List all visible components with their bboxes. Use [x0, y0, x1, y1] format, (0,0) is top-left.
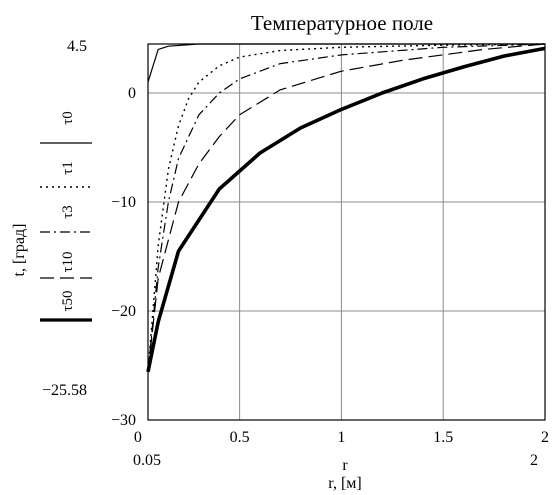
chart-title: Температурное поле	[251, 11, 433, 35]
data-lines	[146, 43, 546, 373]
x-tick-label: 2	[541, 429, 549, 446]
series-line-4	[146, 46, 546, 373]
y-tick-label: −20	[111, 303, 136, 320]
x-limit-max-label: 2	[530, 452, 538, 469]
x-tick-label: 1	[337, 429, 345, 446]
y-tick-label: −30	[111, 412, 136, 429]
x-variable-label: r	[342, 457, 348, 474]
x-axis-label: r, [м]	[328, 475, 361, 492]
legend-label: τ50	[60, 290, 76, 311]
y-limit-min-label: −25.58	[42, 382, 87, 399]
series-line-3	[147, 43, 546, 372]
series-line-2	[147, 43, 546, 372]
y-tick-label: −10	[111, 194, 136, 211]
legend-label: τ0	[60, 111, 76, 125]
y-limit-max-label: 4.5	[67, 38, 87, 55]
plot-frame	[147, 43, 546, 421]
x-limit-min-label: 0.05	[133, 452, 161, 469]
x-tick-label: 0	[134, 429, 142, 446]
legend-label: τ3	[60, 205, 76, 219]
legend: τ0 τ1 τ3 τ10 τ50	[40, 111, 92, 322]
grid	[147, 43, 546, 421]
x-tick-label: 1.5	[433, 429, 453, 446]
x-tick-label: 0.5	[230, 429, 250, 446]
legend-label: τ1	[60, 161, 76, 175]
tick-labels: 0 0.5 1 1.5 2 0 −10 −20 −30	[111, 85, 549, 446]
y-tick-label: 0	[128, 85, 136, 102]
legend-label: τ10	[60, 251, 76, 272]
y-axis-label: t, [град]	[11, 224, 28, 277]
series-line-0	[147, 43, 545, 83]
